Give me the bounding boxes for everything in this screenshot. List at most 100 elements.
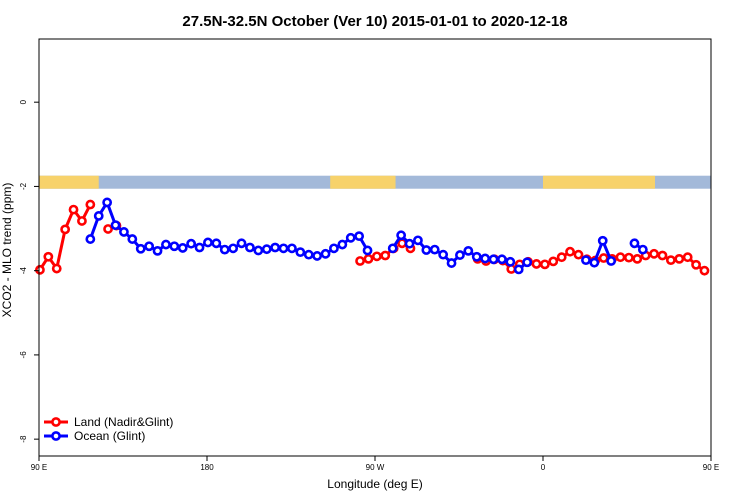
- data-point: [629, 238, 640, 249]
- y-tick-label: -2: [19, 182, 28, 190]
- data-point: [522, 257, 533, 268]
- data-point: [194, 242, 205, 253]
- x-axis-label: Longitude (deg E): [327, 477, 422, 491]
- data-point: [387, 243, 398, 254]
- data-point: [539, 259, 550, 270]
- data-point: [219, 244, 230, 255]
- data-point: [623, 252, 634, 263]
- data-point: [589, 257, 600, 268]
- x-tick-label: 0: [541, 463, 546, 472]
- data-point: [354, 231, 365, 242]
- data-point: [404, 238, 415, 249]
- data-point: [446, 258, 457, 268]
- data-point: [77, 216, 87, 226]
- data-point: [691, 259, 701, 270]
- data-point: [480, 253, 491, 264]
- data-point: [303, 249, 314, 260]
- data-point: [497, 254, 507, 265]
- data-point: [245, 242, 255, 253]
- data-point: [278, 243, 289, 254]
- data-point: [632, 253, 643, 264]
- legend-item: Land (Nadir&Glint): [44, 415, 173, 429]
- data-point: [68, 204, 79, 215]
- data-point: [396, 230, 407, 241]
- data-point: [261, 244, 272, 255]
- data-point: [35, 264, 45, 275]
- data-point: [177, 243, 188, 253]
- data-point: [51, 263, 62, 274]
- data-point: [565, 246, 575, 257]
- data-point: [657, 250, 668, 261]
- data-point: [421, 245, 432, 255]
- x-tick-label: 90 E: [703, 463, 719, 472]
- data-point: [119, 227, 129, 237]
- data-point: [463, 245, 474, 256]
- data-point: [161, 239, 171, 250]
- series-ocean: [85, 197, 648, 275]
- data-point: [513, 264, 524, 275]
- data-point: [110, 220, 121, 231]
- data-point: [488, 254, 499, 265]
- data-point: [103, 224, 113, 234]
- x-tick-label: 90 W: [366, 463, 385, 472]
- data-point: [429, 244, 440, 255]
- axes-layer: 90 E 180 90 W 0 90 E 0 -2 -4 -6 -8: [19, 38, 719, 472]
- legend-item: Ocean (Glint): [44, 429, 145, 443]
- data-point: [270, 242, 281, 253]
- data-point: [471, 251, 482, 262]
- land-band: [39, 175, 99, 189]
- data-point: [665, 255, 676, 266]
- data-point: [93, 211, 104, 221]
- data-point: [362, 245, 373, 256]
- data-point: [312, 251, 323, 261]
- data-point: [581, 255, 591, 266]
- data-point: [287, 243, 297, 254]
- x-tick-label: 90 E: [31, 463, 47, 472]
- data-point: [363, 253, 374, 264]
- data-point: [380, 250, 391, 261]
- legend-label: Ocean (Glint): [74, 429, 145, 443]
- data-point: [556, 252, 567, 263]
- y-tick-label: -4: [19, 267, 28, 275]
- data-point: [43, 251, 54, 262]
- data-point: [228, 243, 239, 254]
- legend-swatch-marker: [51, 431, 61, 441]
- data-point: [337, 239, 348, 250]
- x-tick-label: 180: [200, 463, 214, 472]
- data-point: [253, 245, 264, 256]
- data-point: [531, 259, 542, 269]
- data-point: [135, 243, 146, 254]
- data-point: [320, 248, 331, 259]
- data-point: [573, 249, 584, 260]
- data-point: [637, 244, 648, 255]
- data-point: [211, 238, 222, 249]
- data-point: [615, 252, 626, 263]
- data-point: [649, 248, 659, 259]
- data-point: [438, 249, 449, 260]
- legend: Land (Nadir&Glint)Ocean (Glint): [44, 415, 173, 443]
- data-point: [606, 256, 617, 266]
- legend-label: Land (Nadir&Glint): [74, 415, 173, 429]
- series-layer: [35, 197, 710, 276]
- land-band: [543, 175, 655, 189]
- data-point: [345, 232, 356, 243]
- data-point: [597, 235, 608, 246]
- landmask-layer: [39, 175, 711, 189]
- data-point: [548, 256, 559, 267]
- data-point: [329, 243, 339, 254]
- y-tick-label: -8: [19, 435, 28, 443]
- data-point: [674, 253, 685, 264]
- data-point: [295, 247, 306, 258]
- y-tick-label: 0: [19, 99, 28, 104]
- y-axis-label: XCO2 - MLO trend (ppm): [0, 183, 14, 318]
- data-point: [699, 265, 710, 276]
- data-point: [371, 251, 382, 262]
- data-point: [355, 256, 365, 266]
- data-point: [169, 241, 180, 252]
- data-point: [236, 238, 247, 249]
- data-point: [127, 234, 138, 244]
- data-point: [505, 256, 516, 267]
- data-point: [60, 224, 71, 235]
